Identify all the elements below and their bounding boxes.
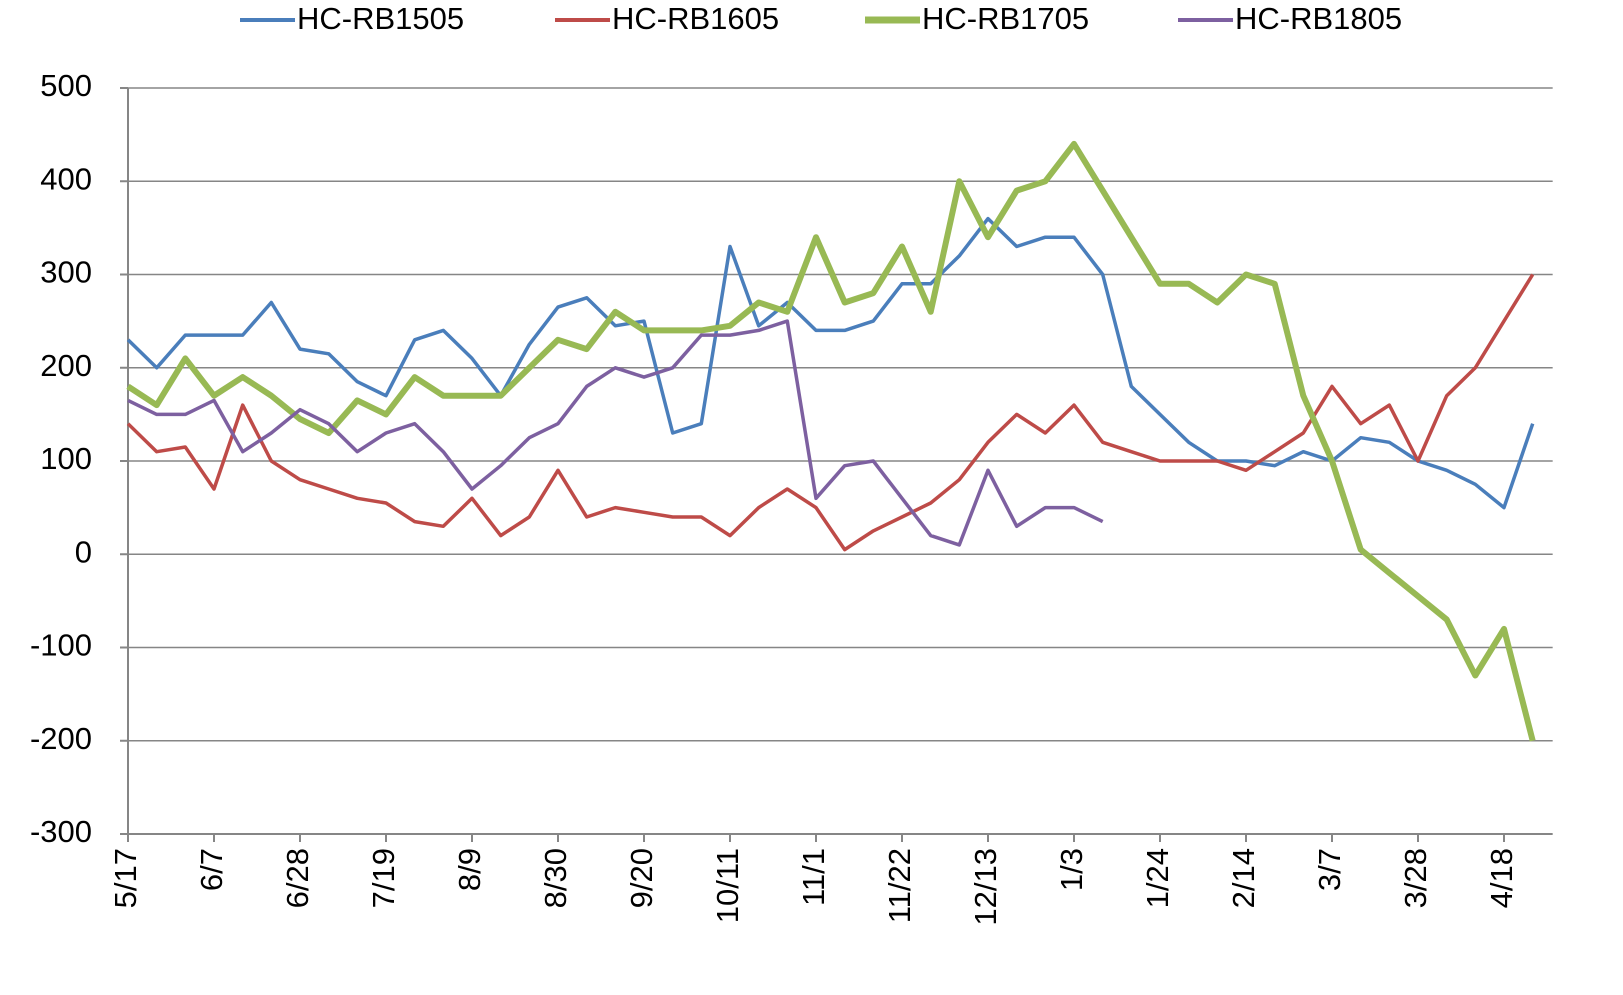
y-tick-label: 400 xyxy=(40,161,92,196)
x-tick-label: 11/22 xyxy=(882,848,917,923)
x-tick-label: 9/20 xyxy=(624,848,659,908)
x-tick-label: 11/1 xyxy=(796,848,831,906)
x-tick-label: 6/7 xyxy=(194,848,229,891)
x-tick-label: 1/3 xyxy=(1054,848,1089,891)
series-line xyxy=(126,140,1536,742)
x-tick-label: 10/11 xyxy=(710,848,745,923)
series-line xyxy=(126,216,1535,510)
series-line xyxy=(126,273,1535,552)
y-tick-label: -100 xyxy=(30,628,92,663)
x-tick-label: 8/9 xyxy=(452,848,487,891)
y-tick-label: 200 xyxy=(40,348,92,383)
x-tick-label: 5/17 xyxy=(108,848,143,908)
y-tick-label: -300 xyxy=(30,814,92,849)
x-tick-label: 3/7 xyxy=(1312,848,1347,891)
x-tick-label: 4/18 xyxy=(1484,848,1519,908)
legend-label: HC-RB1705 xyxy=(922,1,1089,36)
x-tick-label: 3/28 xyxy=(1398,848,1433,908)
y-tick-label: 500 xyxy=(40,68,92,103)
legend-label: HC-RB1805 xyxy=(1235,1,1402,36)
y-tick-label: -200 xyxy=(30,721,92,756)
x-tick-label: 7/19 xyxy=(366,848,401,908)
x-tick-label: 2/14 xyxy=(1226,848,1261,908)
legend-label: HC-RB1505 xyxy=(297,1,464,36)
y-tick-label: 100 xyxy=(40,441,92,476)
y-tick-label: 0 xyxy=(75,534,92,569)
x-tick-label: 8/30 xyxy=(538,848,573,908)
y-tick-label: 300 xyxy=(40,255,92,290)
series-line xyxy=(127,319,1104,547)
x-tick-label: 6/28 xyxy=(280,848,315,908)
x-tick-label: 12/13 xyxy=(968,848,1003,926)
legend-label: HC-RB1605 xyxy=(612,1,779,36)
x-tick-label: 1/24 xyxy=(1140,848,1175,908)
